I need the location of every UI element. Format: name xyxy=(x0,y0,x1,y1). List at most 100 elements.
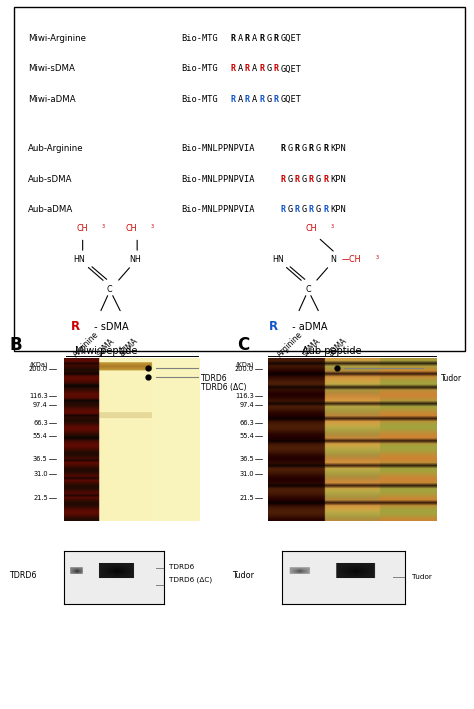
Text: 36.5: 36.5 xyxy=(33,456,48,462)
Text: R: R xyxy=(309,206,314,214)
Text: A: A xyxy=(252,96,257,104)
Text: 3: 3 xyxy=(150,224,153,229)
Text: G: G xyxy=(288,206,293,214)
Text: R: R xyxy=(245,33,250,43)
Text: CH: CH xyxy=(126,224,137,233)
Text: 21.5: 21.5 xyxy=(33,496,48,501)
Text: R: R xyxy=(273,33,279,43)
Text: GQET: GQET xyxy=(281,65,301,74)
Text: C: C xyxy=(237,337,249,354)
Text: 97.4: 97.4 xyxy=(239,402,254,408)
Text: HN: HN xyxy=(73,255,85,264)
Text: G: G xyxy=(316,206,321,214)
Text: R: R xyxy=(281,174,286,184)
Text: KPN: KPN xyxy=(330,174,346,184)
Text: aDMA: aDMA xyxy=(326,337,348,359)
Text: G: G xyxy=(302,174,307,184)
Text: KPN: KPN xyxy=(330,206,346,214)
Text: 66.3: 66.3 xyxy=(33,420,48,426)
Text: NH: NH xyxy=(129,255,141,264)
Text: Bio-MTG: Bio-MTG xyxy=(181,65,218,74)
Text: GQET: GQET xyxy=(281,96,301,104)
Text: Miwi peptide: Miwi peptide xyxy=(75,346,138,356)
Text: A: A xyxy=(5,0,19,4)
Text: 31.0: 31.0 xyxy=(33,471,48,477)
Text: R: R xyxy=(245,65,250,74)
Text: TDRD6 (ΔC): TDRD6 (ΔC) xyxy=(169,576,212,583)
Text: G: G xyxy=(316,144,321,152)
Text: R: R xyxy=(295,174,300,184)
Text: N: N xyxy=(330,255,336,264)
Text: Bio-MTG: Bio-MTG xyxy=(181,33,218,43)
Text: —CH: —CH xyxy=(342,255,362,264)
Text: Tudor: Tudor xyxy=(441,374,462,383)
Text: TDRD6 (ΔC): TDRD6 (ΔC) xyxy=(201,384,247,392)
Text: G: G xyxy=(288,174,293,184)
Text: Miwi-aDMA: Miwi-aDMA xyxy=(27,96,75,104)
Text: Bio-MTG: Bio-MTG xyxy=(181,96,218,104)
Text: G: G xyxy=(302,206,307,214)
Text: 3: 3 xyxy=(101,224,105,229)
Text: Tudor: Tudor xyxy=(232,571,254,580)
Text: A: A xyxy=(252,33,257,43)
Text: R: R xyxy=(273,96,279,104)
Text: Bio-MNLPPNPVIA: Bio-MNLPPNPVIA xyxy=(181,174,255,184)
Text: Aub peptide: Aub peptide xyxy=(302,346,362,356)
Text: sDMA: sDMA xyxy=(95,337,117,359)
Text: aDMA: aDMA xyxy=(118,337,140,359)
Text: R: R xyxy=(245,96,250,104)
Text: 55.4: 55.4 xyxy=(239,433,254,440)
Text: CH: CH xyxy=(306,224,317,233)
Text: 3: 3 xyxy=(330,224,333,229)
Text: Arginine: Arginine xyxy=(72,330,101,359)
Text: A: A xyxy=(238,96,243,104)
Text: 36.5: 36.5 xyxy=(239,456,254,462)
Text: R: R xyxy=(259,33,264,43)
FancyBboxPatch shape xyxy=(14,7,465,351)
Text: G: G xyxy=(266,96,272,104)
Text: R: R xyxy=(231,96,236,104)
Text: 116.3: 116.3 xyxy=(29,393,48,398)
Text: R: R xyxy=(231,65,236,74)
Text: A: A xyxy=(238,65,243,74)
Text: TDRD6: TDRD6 xyxy=(9,571,37,580)
Text: B: B xyxy=(9,337,22,354)
Text: R: R xyxy=(323,206,328,214)
Text: R: R xyxy=(269,320,278,333)
Text: 21.5: 21.5 xyxy=(239,496,254,501)
Text: R: R xyxy=(71,320,80,333)
Text: G: G xyxy=(302,144,307,152)
Text: R: R xyxy=(295,206,300,214)
Text: A: A xyxy=(252,65,257,74)
Text: A: A xyxy=(238,33,243,43)
Text: R: R xyxy=(259,65,264,74)
Text: R: R xyxy=(323,174,328,184)
Text: G: G xyxy=(266,33,272,43)
Text: G: G xyxy=(316,174,321,184)
Text: Miwi-Arginine: Miwi-Arginine xyxy=(27,33,86,43)
Text: R: R xyxy=(231,33,236,43)
Text: R: R xyxy=(295,144,300,152)
Text: Bio-MNLPPNPVIA: Bio-MNLPPNPVIA xyxy=(181,144,255,152)
Text: Arginine: Arginine xyxy=(276,330,305,359)
Text: R: R xyxy=(259,96,264,104)
Text: 3: 3 xyxy=(376,255,379,259)
Text: - aDMA: - aDMA xyxy=(289,322,328,332)
Text: G: G xyxy=(288,144,293,152)
Text: C: C xyxy=(305,284,310,294)
Text: G: G xyxy=(266,65,272,74)
Text: 116.3: 116.3 xyxy=(235,393,254,398)
Text: KPN: KPN xyxy=(330,144,346,152)
Text: CH: CH xyxy=(77,224,89,233)
Text: 97.4: 97.4 xyxy=(33,402,48,408)
Text: 66.3: 66.3 xyxy=(239,420,254,426)
Text: 200.0: 200.0 xyxy=(235,367,254,372)
Text: Aub-sDMA: Aub-sDMA xyxy=(27,174,72,184)
Text: R: R xyxy=(309,174,314,184)
Text: sDMA: sDMA xyxy=(301,337,323,359)
Text: Aub-aDMA: Aub-aDMA xyxy=(27,206,73,214)
Text: TDRD6: TDRD6 xyxy=(169,564,194,570)
Text: R: R xyxy=(309,144,314,152)
Text: - sDMA: - sDMA xyxy=(91,322,128,332)
Text: 55.4: 55.4 xyxy=(33,433,48,440)
